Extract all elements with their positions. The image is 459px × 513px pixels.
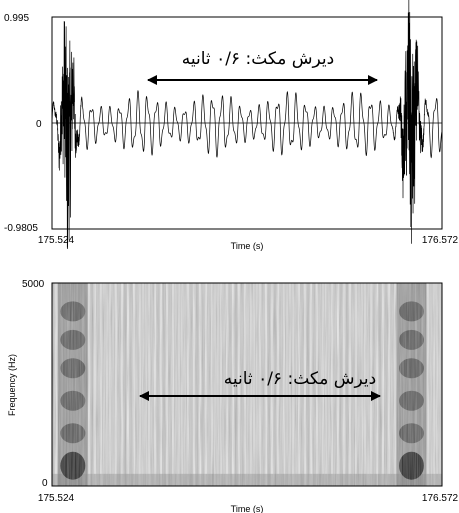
waveform-panel: 0.995 0 -0.9805 175.524 176.572 Time (s)…	[4, 0, 459, 251]
waveform-series-line	[51, 0, 443, 249]
spectrogram-noise	[52, 283, 442, 486]
spectrogram-ytick-zero: 0	[42, 478, 48, 489]
spectrogram-panel: 5000 0 Frequency (Hz) 175.524 176.572 Ti…	[7, 279, 459, 513]
waveform-ytick-min: -0.9805	[4, 223, 38, 234]
spectrogram-annotation-text: دیرش مکث: ۰/۶ ثانیه	[224, 369, 376, 389]
waveform-ytick-zero: 0	[36, 119, 42, 130]
waveform-xtick-end: 176.572	[422, 235, 459, 246]
waveform-annotation-text: دیرش مکث: ۰/۶ ثانیه	[182, 49, 334, 69]
spectrogram-ytick-max: 5000	[22, 279, 45, 290]
waveform-xaxis-label: Time (s)	[231, 241, 264, 251]
spectrogram-xaxis-label: Time (s)	[231, 504, 264, 513]
waveform-ytick-max: 0.995	[4, 13, 29, 24]
spectrogram-plot-frame	[51, 282, 443, 487]
spectrogram-yaxis-label: Frequency (Hz)	[7, 354, 17, 416]
spectrogram-xtick-start: 175.524	[38, 493, 75, 504]
waveform-xtick-start: 175.524	[38, 235, 75, 246]
spectrogram-xtick-end: 176.572	[422, 493, 459, 504]
